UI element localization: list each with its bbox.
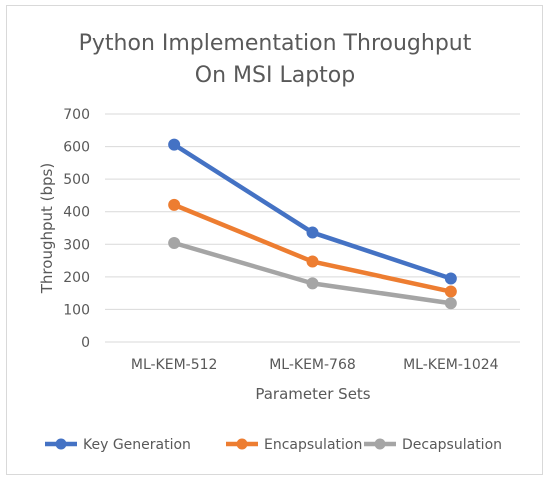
series-key-generation — [168, 138, 457, 285]
legend-marker — [236, 438, 248, 450]
legend-marker — [374, 438, 386, 450]
legend-label: Encapsulation — [264, 437, 362, 453]
x-axis-label: Parameter Sets — [255, 385, 370, 403]
y-tick-label: 500 — [63, 172, 90, 188]
series-encapsulation — [168, 198, 457, 298]
chart-title-line-2: On MSI Laptop — [195, 63, 355, 88]
y-tick-label: 300 — [63, 237, 90, 253]
y-tick-labels: 0 100 200 300 400 500 600 700 — [63, 107, 90, 351]
legend-item: Key Generation — [45, 437, 191, 453]
y-tick-label: 0 — [81, 335, 90, 351]
series-lines — [168, 138, 457, 310]
data-point — [168, 138, 181, 151]
data-point — [168, 236, 181, 249]
y-tick-label: 200 — [63, 270, 90, 286]
data-point — [306, 255, 319, 268]
data-point — [306, 277, 319, 290]
chart-frame — [6, 5, 543, 475]
legend-label: Decapsulation — [402, 437, 502, 453]
legend: Key Generation Encapsulation Decapsulation — [45, 437, 502, 453]
data-point — [444, 285, 457, 298]
legend-item: Encapsulation — [226, 437, 362, 453]
x-tick-labels: ML-KEM-512 ML-KEM-768 ML-KEM-1024 — [131, 357, 499, 373]
data-point — [306, 226, 319, 239]
x-tick-label: ML-KEM-512 — [131, 357, 218, 373]
series-decapsulation — [168, 236, 457, 310]
y-tick-label: 600 — [63, 140, 90, 156]
x-tick-label: ML-KEM-1024 — [403, 357, 499, 373]
x-tick-label: ML-KEM-768 — [269, 357, 356, 373]
y-tick-label: 400 — [63, 205, 90, 221]
y-tick-label: 100 — [63, 302, 90, 318]
y-tick-label: 700 — [63, 107, 90, 123]
series-line — [171, 240, 454, 306]
chart-title-line-1: Python Implementation Throughput — [79, 31, 472, 56]
gridlines — [105, 113, 520, 343]
legend-label: Key Generation — [83, 437, 191, 453]
legend-marker — [55, 438, 67, 450]
y-axis-label: Throughput (bps) — [38, 163, 56, 294]
legend-item: Decapsulation — [364, 437, 502, 453]
data-point — [168, 198, 181, 211]
data-point — [444, 297, 457, 310]
data-point — [444, 272, 457, 285]
